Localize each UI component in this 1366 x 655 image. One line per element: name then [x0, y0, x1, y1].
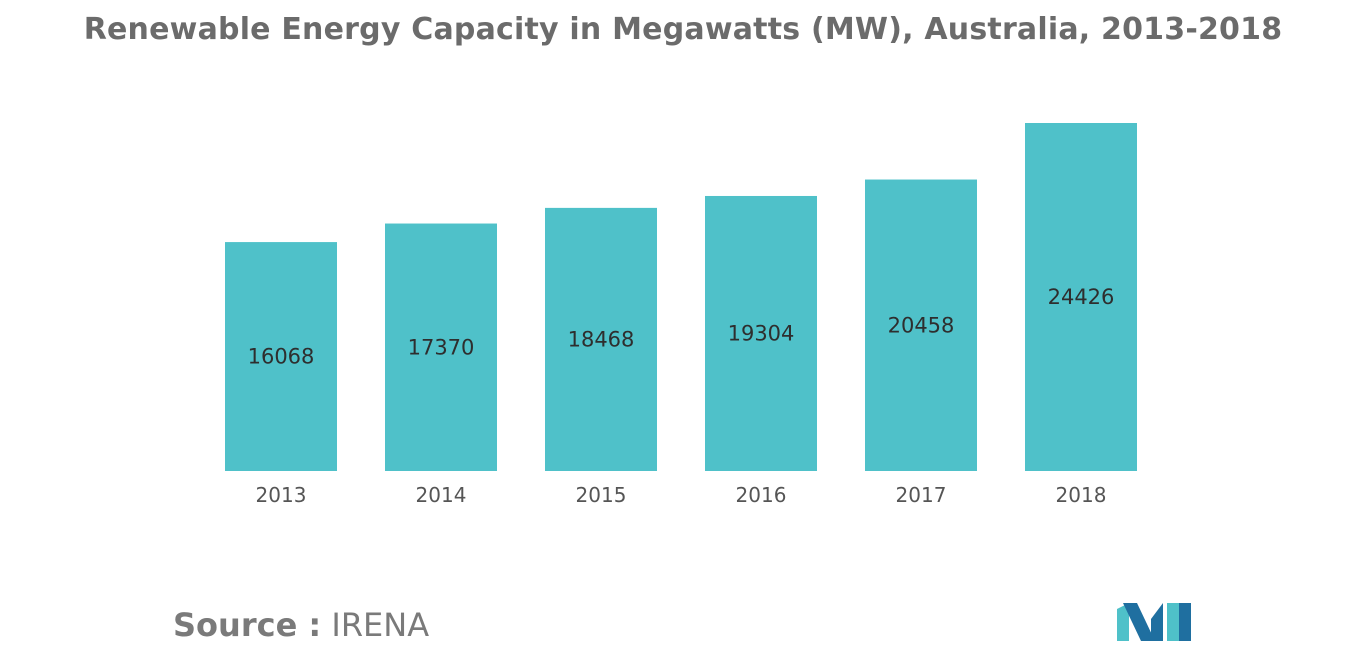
bar-2016	[705, 195, 817, 472]
x-tick-label: 2013	[256, 483, 307, 507]
bars-layer: 16068 17370 18468 19304 20458 24426	[225, 123, 1137, 472]
x-tick-label: 2018	[1056, 483, 1107, 507]
chart-title: Renewable Energy Capacity in Megawatts (…	[83, 12, 1283, 47]
bar-value-label: 24426	[1048, 285, 1115, 309]
bar-2015	[545, 207, 657, 471]
bar-2017	[865, 179, 977, 472]
bar-value-label: 16068	[248, 345, 315, 369]
x-axis-ticks: 2013 2014 2015 2016 2017 2018	[256, 483, 1107, 507]
bar-value-label: 19304	[728, 321, 795, 345]
source-name: IRENA	[331, 606, 430, 644]
source-note: Source : IRENA	[173, 606, 429, 644]
source-prefix: Source :	[173, 606, 322, 644]
bar-2014	[385, 223, 497, 471]
x-tick-label: 2014	[416, 483, 467, 507]
bar-value-label: 20458	[888, 313, 955, 337]
x-tick-label: 2016	[736, 483, 787, 507]
mordor-intelligence-logo-icon	[1117, 603, 1191, 641]
x-tick-label: 2015	[576, 483, 627, 507]
bar-2013	[225, 242, 337, 471]
x-tick-label: 2017	[896, 483, 947, 507]
bar-2018	[1025, 123, 1137, 471]
bar-value-label: 18468	[568, 327, 635, 351]
bar-value-label: 17370	[408, 335, 475, 359]
